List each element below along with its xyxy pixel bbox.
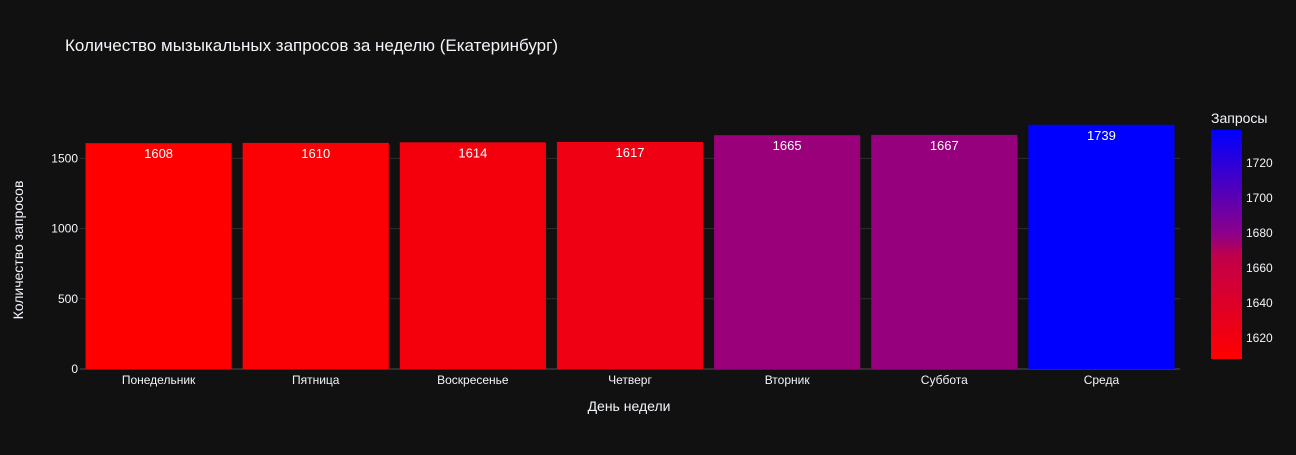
colorbar-ticks: 1620 1640 1660 1680 1700 1720 bbox=[1246, 156, 1273, 345]
bar-value-label: 1610 bbox=[301, 146, 330, 161]
x-axis: Понедельник Пятница Воскресенье Четверг Втор… bbox=[122, 373, 1120, 387]
bars-layer: 1608 1610 1614 1617 1665 1667 1739 bbox=[85, 124, 1175, 369]
x-tick-label: Вторник bbox=[765, 373, 811, 387]
bar[interactable] bbox=[714, 135, 861, 369]
x-tick-label: Воскресенье bbox=[437, 373, 509, 387]
x-tick-label: Пятница bbox=[292, 373, 340, 387]
x-tick-label: Суббота bbox=[921, 373, 968, 387]
bar-value-label: 1739 bbox=[1087, 128, 1116, 143]
chart-title: Количество мызыкальных запросов за недел… bbox=[65, 36, 558, 55]
x-axis-title: День недели bbox=[588, 398, 671, 414]
colorbar-gradient bbox=[1211, 130, 1242, 359]
x-tick-label: Среда bbox=[1084, 373, 1120, 387]
colorbar-tick-label: 1680 bbox=[1246, 226, 1273, 240]
bar[interactable] bbox=[85, 143, 232, 369]
colorbar-tick-label: 1700 bbox=[1246, 191, 1273, 205]
bar[interactable] bbox=[399, 142, 546, 369]
colorbar-tick-label: 1620 bbox=[1246, 331, 1273, 345]
bar-value-label: 1614 bbox=[458, 145, 487, 160]
colorbar-title: Запросы bbox=[1211, 110, 1267, 126]
bar[interactable] bbox=[1028, 124, 1175, 369]
bar-value-label: 1608 bbox=[144, 146, 173, 161]
bar-value-label: 1617 bbox=[616, 145, 645, 160]
y-tick-label: 500 bbox=[58, 292, 78, 306]
colorbar-tick-label: 1640 bbox=[1246, 296, 1273, 310]
colorbar: Запросы 1620 1640 1660 1680 1700 1720 bbox=[1211, 110, 1273, 359]
bar[interactable] bbox=[556, 141, 704, 369]
y-tick-label: 0 bbox=[71, 362, 78, 376]
y-axis: 0 500 1000 1500 bbox=[51, 151, 78, 376]
bar-value-label: 1665 bbox=[773, 138, 802, 153]
bar[interactable] bbox=[871, 134, 1018, 369]
x-tick-label: Четверг bbox=[608, 373, 652, 387]
bar-value-label: 1667 bbox=[930, 138, 959, 153]
y-axis-title: Количество запросов bbox=[10, 181, 26, 320]
y-tick-label: 1500 bbox=[51, 151, 78, 165]
colorbar-tick-label: 1660 bbox=[1246, 261, 1273, 275]
colorbar-tick-label: 1720 bbox=[1246, 156, 1273, 170]
x-tick-label: Понедельник bbox=[122, 373, 196, 387]
y-tick-label: 1000 bbox=[51, 222, 78, 236]
bar[interactable] bbox=[242, 142, 389, 369]
